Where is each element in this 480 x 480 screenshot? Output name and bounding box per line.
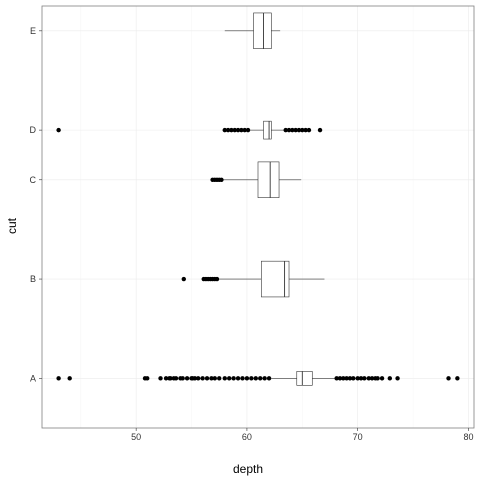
outlier-point	[369, 376, 375, 381]
x-tick-label: 60	[242, 432, 252, 442]
outlier-point	[347, 376, 353, 381]
outlier-point	[235, 376, 241, 381]
outlier-point	[379, 376, 385, 381]
outlier-point	[214, 276, 220, 282]
outlier-point	[395, 376, 400, 381]
outlier-point	[286, 127, 292, 133]
outlier-point	[245, 127, 251, 133]
outlier-point	[217, 376, 222, 381]
outlier-point	[303, 127, 308, 133]
outlier-point	[239, 127, 244, 133]
x-tick-label: 80	[463, 432, 473, 442]
outlier-point	[232, 127, 237, 133]
y-tick-label: C	[30, 175, 37, 185]
outlier-point	[168, 376, 173, 381]
outlier-point	[362, 376, 367, 381]
outlier-point	[184, 376, 190, 381]
outlier-point	[290, 127, 295, 133]
outlier-point	[341, 376, 346, 381]
y-axis-title: cut	[5, 217, 19, 234]
outlier-point	[337, 376, 343, 381]
outlier-point	[219, 177, 224, 182]
outlier-point	[283, 127, 288, 133]
outlier-point	[317, 127, 323, 133]
outlier-point	[227, 376, 232, 381]
outlier-point	[145, 376, 150, 381]
outlier-point	[334, 376, 339, 381]
outlier-point	[293, 127, 298, 133]
outlier-point	[56, 127, 61, 133]
box-layer	[56, 12, 460, 386]
outlier-point	[244, 376, 250, 381]
outlier-point	[253, 376, 258, 381]
outlier-point	[235, 127, 241, 133]
outlier-point	[204, 376, 210, 381]
outlier-point	[242, 127, 247, 133]
panel-border	[41, 5, 475, 429]
y-tick-label: B	[30, 274, 36, 284]
iqr-box	[257, 161, 280, 198]
outlier-point	[296, 127, 302, 133]
outlier-point	[455, 376, 460, 381]
outlier-point	[222, 376, 227, 381]
y-tick-label: D	[30, 125, 37, 135]
iqr-box	[263, 120, 272, 140]
outlier-point	[344, 376, 349, 381]
iqr-box	[296, 371, 313, 386]
outlier-point	[195, 376, 201, 381]
outlier-point	[158, 376, 163, 381]
outlier-point	[258, 376, 263, 381]
outlier-point	[366, 376, 371, 381]
outlier-point	[351, 376, 356, 381]
outlier-point	[225, 127, 231, 133]
iqr-box	[253, 12, 272, 49]
outlier-point	[358, 376, 364, 381]
outlier-point	[300, 127, 305, 133]
outlier-point	[262, 376, 267, 381]
outlier-point	[181, 276, 186, 282]
outlier-point	[67, 376, 72, 381]
outlier-point	[209, 376, 214, 381]
outlier-point	[192, 376, 198, 381]
outlier-point	[56, 376, 61, 381]
outlier-point	[375, 376, 380, 381]
outlier-point	[229, 127, 234, 133]
outlier-point	[163, 376, 169, 381]
outlier-point	[266, 376, 272, 381]
outlier-point	[249, 376, 254, 381]
outlier-point	[200, 376, 205, 381]
outlier-point	[387, 376, 393, 381]
outlier-point	[222, 127, 227, 133]
outlier-point	[355, 376, 360, 381]
x-tick-label: 50	[131, 432, 141, 442]
x-tick-label: 70	[353, 432, 363, 442]
outlier-point	[306, 127, 312, 133]
outlier-point	[240, 376, 245, 381]
y-tick-label: E	[30, 26, 36, 36]
axis-layer: 50 60 70 80 A B C D E	[30, 26, 474, 442]
y-tick-label: A	[30, 373, 36, 383]
x-axis-title: depth	[233, 462, 263, 476]
outlier-point	[180, 376, 185, 381]
outlier-point	[212, 376, 217, 381]
outlier-point	[231, 376, 236, 381]
grid-layer	[42, 6, 474, 428]
outlier-point	[173, 376, 179, 381]
outlier-point	[446, 376, 451, 381]
